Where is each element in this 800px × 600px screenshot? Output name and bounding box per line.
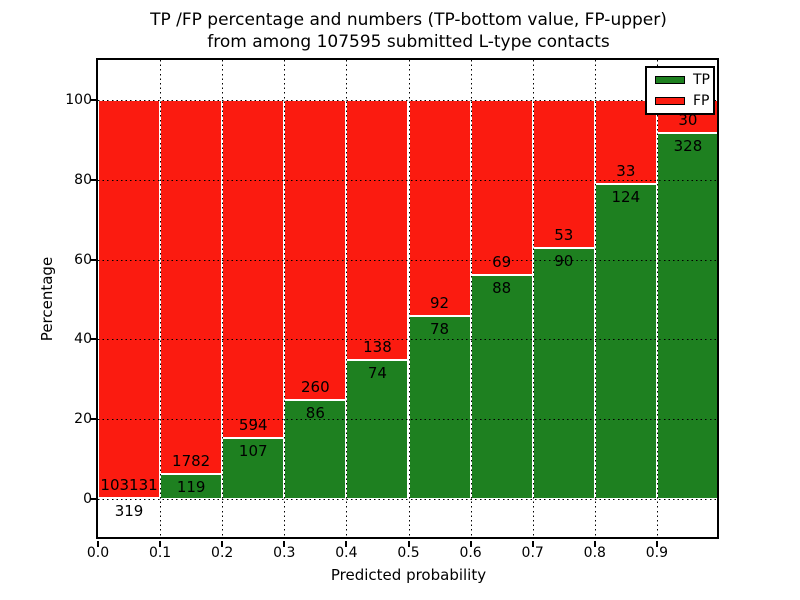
bar-segment-fp	[532, 99, 595, 248]
x-tick-label: 0.4	[335, 545, 358, 561]
bar-label-tp: 90	[554, 251, 574, 270]
bar-segment-tp	[408, 315, 471, 500]
bar-label-fp: 30	[678, 111, 698, 130]
bar-segment-tp	[656, 133, 719, 500]
vertical-gridline	[656, 60, 658, 539]
bar-segment-fp	[470, 99, 533, 276]
bar-segment-tp	[160, 474, 223, 500]
fp-legend-label: FP	[693, 93, 710, 109]
bar-label-tp: 74	[367, 363, 387, 382]
x-tick-label: 0.7	[521, 545, 544, 561]
vertical-gridline	[594, 60, 596, 539]
vertical-gridline	[346, 60, 348, 539]
horizontal-gridline	[98, 179, 719, 181]
bar-label-tp: 119	[176, 478, 206, 497]
bar-segment-fp	[346, 99, 409, 360]
bar-segment-fp	[408, 99, 471, 316]
vertical-gridline	[160, 60, 162, 539]
y-tick-label: 100	[65, 91, 92, 108]
x-tick-label: 0.3	[273, 545, 296, 561]
x-tick	[531, 541, 534, 547]
y-tick	[90, 178, 96, 181]
chart-title: TP /FP percentage and numbers (TP-bottom…	[98, 9, 719, 53]
x-tick	[593, 541, 596, 547]
bar-label-fp: 53	[554, 225, 574, 244]
vertical-gridline	[408, 60, 410, 539]
bar-label-tp: 319	[114, 501, 144, 520]
y-tick-label: 60	[74, 251, 92, 268]
bar-label-fp: 69	[492, 253, 512, 272]
chart-title-line2: from among 107595 submitted L-type conta…	[207, 32, 610, 52]
x-tick-label: 0.1	[148, 545, 172, 561]
bar-label-tp: 78	[430, 319, 450, 338]
bar-segment-fp	[284, 99, 347, 400]
bar-label-tp: 124	[611, 187, 641, 206]
y-tick	[90, 418, 96, 421]
vertical-gridline	[470, 60, 472, 539]
bar-segment-fp	[98, 99, 161, 498]
horizontal-gridline	[98, 259, 719, 261]
legend-item-fp: FP	[647, 92, 713, 110]
vertical-gridline	[532, 60, 534, 539]
bar-label-fp: 1782	[172, 452, 211, 471]
horizontal-gridline	[98, 499, 719, 501]
bar-label-fp: 594	[238, 416, 268, 435]
y-tick	[90, 498, 96, 501]
bar-label-tp: 328	[673, 137, 703, 156]
x-tick	[469, 541, 472, 547]
bar-label-tp: 107	[238, 442, 268, 461]
bar-segment-tp	[222, 438, 285, 500]
legend-item-tp: TP	[647, 71, 713, 89]
x-tick	[283, 541, 286, 547]
y-tick-label: 0	[83, 491, 92, 508]
x-tick-label: 0.0	[86, 545, 110, 561]
x-tick	[221, 541, 224, 547]
y-tick	[90, 98, 96, 101]
y-tick-label: 40	[74, 331, 92, 348]
horizontal-gridline	[98, 419, 719, 421]
x-tick	[655, 541, 658, 547]
bar-label-tp: 88	[492, 279, 512, 298]
bar-label-tp: 86	[305, 403, 325, 422]
y-tick	[90, 258, 96, 261]
y-tick-label: 20	[74, 411, 92, 428]
bar-label-fp: 92	[430, 293, 450, 312]
bar-segment-tp	[532, 247, 595, 500]
bar-segment-tp	[284, 399, 347, 500]
chart-title-line1: TP /FP percentage and numbers (TP-bottom…	[150, 10, 667, 30]
y-axis-label: Percentage	[38, 256, 56, 342]
bar-segment-tp	[470, 275, 533, 500]
x-tick	[97, 541, 99, 547]
y-tick-label: 80	[74, 171, 92, 188]
x-tick-label: 0.8	[583, 545, 606, 561]
x-tick	[345, 541, 348, 547]
x-tick	[407, 541, 410, 547]
legend: TP FP	[645, 66, 715, 115]
bar-segment-tp	[594, 183, 657, 500]
x-axis-label: Predicted probability	[330, 566, 487, 584]
x-tick-label: 0.6	[459, 545, 482, 561]
x-tick-label: 0.9	[645, 545, 669, 561]
y-tick	[90, 338, 96, 341]
x-tick	[159, 541, 162, 547]
tp-legend-label: TP	[693, 72, 710, 88]
horizontal-gridline	[98, 99, 719, 101]
bar-label-fp: 103131	[100, 475, 158, 494]
bar-label-fp: 260	[301, 377, 330, 396]
x-tick-label: 0.5	[397, 545, 420, 561]
bar-segment-fp	[222, 99, 285, 439]
bar-segment-fp	[160, 99, 223, 475]
fp-legend-swatch	[655, 97, 685, 105]
horizontal-gridline	[98, 339, 719, 341]
vertical-gridline	[284, 60, 286, 539]
x-tick-label: 0.2	[211, 545, 234, 561]
bar-label-fp: 33	[616, 161, 636, 180]
tp-legend-swatch	[655, 76, 685, 84]
bar-label-fp: 138	[363, 337, 392, 356]
vertical-gridline	[222, 60, 224, 539]
